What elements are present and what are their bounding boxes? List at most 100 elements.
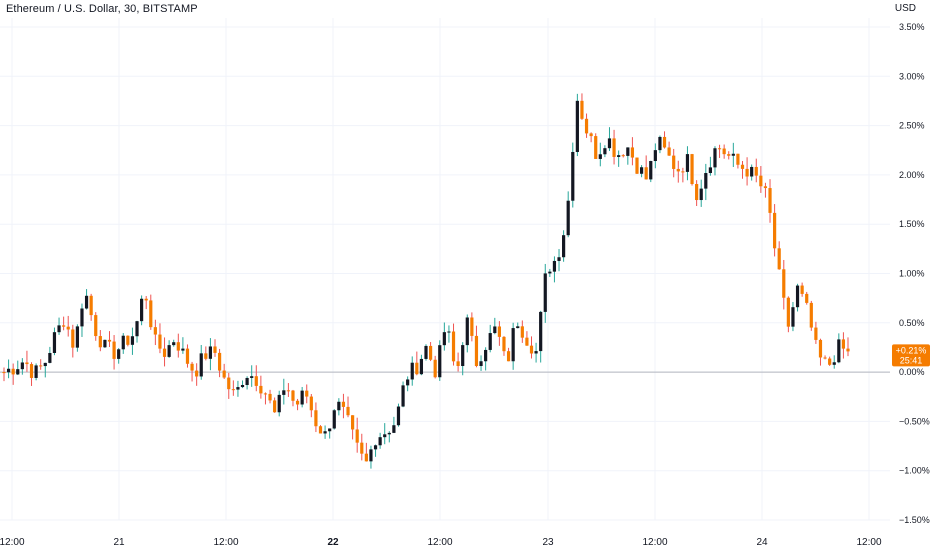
x-tick-label: 12:00 — [213, 537, 238, 548]
candle-body — [130, 336, 135, 345]
candle-body — [791, 307, 795, 327]
candle-body — [199, 353, 203, 377]
candle-body — [48, 352, 52, 363]
candle-body — [410, 362, 414, 380]
candle-body — [653, 150, 657, 162]
candle-body — [392, 425, 396, 433]
candle-body — [493, 326, 497, 334]
candle-body — [254, 376, 258, 386]
candle-body — [424, 345, 428, 359]
candle-body — [846, 348, 850, 352]
candle-body — [649, 161, 653, 180]
candle-body — [360, 442, 364, 454]
candle-body — [98, 336, 102, 348]
candle-body — [442, 332, 446, 346]
candle-body — [11, 368, 15, 375]
candle-body — [25, 362, 29, 365]
candle-body — [268, 393, 272, 401]
candle-body — [552, 260, 557, 272]
candle-body — [617, 155, 621, 157]
candle-body — [80, 308, 84, 327]
time-axis[interactable]: 12:00 21 12:00 22 12:00 23 12:00 24 12:00 — [0, 537, 882, 548]
candle-body — [740, 164, 745, 169]
y-tick-label: 0.00% — [899, 367, 925, 377]
candle-body — [222, 370, 226, 378]
candle-body — [548, 271, 552, 274]
candle-body — [837, 339, 841, 363]
candle-body — [805, 293, 809, 303]
candle-body — [773, 212, 777, 249]
y-tick-label: −1.50% — [899, 515, 930, 525]
candle-body — [704, 173, 708, 189]
candle-body — [332, 410, 336, 429]
currency-label: USD — [894, 3, 916, 14]
candle-body — [126, 335, 130, 345]
candle-body — [135, 321, 139, 337]
bar-countdown: 25:41 — [900, 355, 923, 365]
candle-body — [103, 339, 107, 348]
candle-body — [451, 331, 456, 362]
candle-body — [589, 133, 593, 137]
candle-body — [534, 351, 538, 354]
candle-body — [259, 385, 263, 394]
candle-body — [369, 449, 373, 462]
candle-body — [273, 400, 277, 413]
candle-body — [190, 363, 194, 371]
candle-body — [419, 358, 424, 375]
candle-body — [465, 317, 469, 346]
candle-body — [607, 138, 612, 149]
candle-body — [580, 100, 584, 119]
candle-body — [644, 167, 648, 180]
candles — [2, 93, 850, 469]
y-tick-label: −1.00% — [899, 466, 930, 476]
candle-body — [2, 372, 6, 374]
x-tick-label: 24 — [756, 537, 768, 548]
candle-body — [149, 300, 153, 328]
candle-body — [406, 379, 410, 386]
candle-body — [263, 393, 268, 395]
candle-body — [814, 327, 818, 340]
candle-body — [140, 298, 144, 322]
candle-body — [529, 345, 534, 354]
candle-body — [300, 390, 304, 405]
candle-body — [786, 297, 790, 327]
y-tick-label: 1.50% — [899, 219, 925, 229]
candle-body — [479, 361, 483, 366]
candle-body — [722, 148, 726, 155]
candle-body — [401, 385, 405, 407]
y-tick-label: 2.50% — [899, 121, 925, 131]
x-tick-label: 22 — [327, 537, 339, 548]
candle-body — [456, 361, 460, 367]
candle-body — [777, 248, 781, 270]
candle-body — [34, 365, 38, 378]
candle-body — [240, 384, 245, 388]
symbol-title[interactable]: Ethereum / U.S. Dollar, 30, BITSTAMP — [6, 3, 198, 15]
candle-body — [470, 317, 474, 336]
candle-body — [208, 346, 213, 359]
candle-body — [117, 349, 121, 359]
candle-body — [685, 154, 690, 172]
candle-body — [277, 394, 281, 413]
candle-body — [502, 336, 506, 352]
candle-body — [112, 341, 116, 359]
candle-body — [250, 376, 254, 378]
candle-body — [768, 188, 772, 213]
candle-body — [520, 326, 524, 338]
candle-body — [621, 155, 625, 157]
candle-body — [763, 186, 768, 189]
candle-body — [39, 365, 43, 367]
price-axis[interactable]: 3.50% 3.00% 2.50% 2.00% 1.50% 1.00% 0.50% 0.00%… — [899, 22, 930, 525]
candle-body — [323, 431, 327, 434]
y-tick-label: 3.00% — [899, 71, 925, 81]
candle-body — [823, 357, 827, 359]
candle-body — [759, 175, 763, 187]
candle-body — [373, 445, 378, 450]
candle-body — [305, 390, 309, 397]
x-tick-label: 21 — [113, 537, 125, 548]
candle-body — [66, 326, 70, 330]
candle-body — [736, 153, 740, 165]
candle-body — [181, 348, 185, 351]
candle-body — [575, 100, 579, 152]
